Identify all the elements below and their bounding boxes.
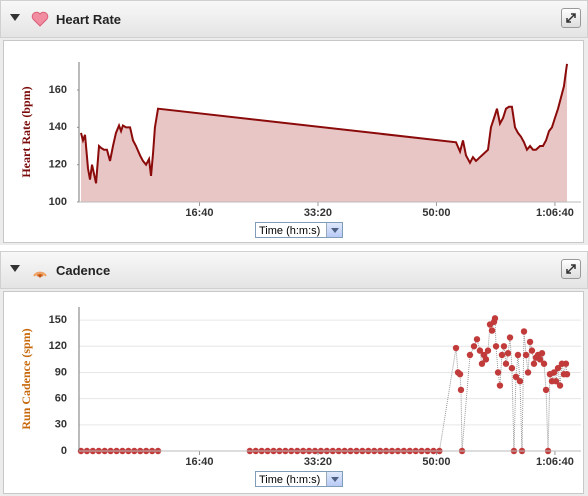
chart: 100 120 140 160 16:40 33:20 50:00 1:06:40 Heart … — [19, 62, 581, 219]
x-tick-label: 50:00 — [422, 456, 450, 468]
area-fill — [81, 63, 568, 202]
x-tick-label: 1:06:40 — [536, 456, 574, 468]
point — [482, 356, 490, 363]
expand-button[interactable] — [561, 259, 581, 279]
point — [512, 373, 520, 381]
cadence-panel: Cadence 0 30 60 90 120 150 16:40 33:20 50:00 1:06… — [0, 251, 588, 496]
x-tick-label: 1:06:40 — [536, 207, 574, 219]
selector-text: Time (h:m:s) — [259, 474, 321, 486]
x-axis-selector[interactable]: Time (h:m:s) — [255, 471, 343, 487]
heart-rate-panel: Heart Rate 100 120 140 160 16:40 33:20 50:00 1:… — [0, 0, 588, 245]
point — [494, 369, 502, 376]
x-axis-selector[interactable]: Time (h:m:s) — [255, 222, 343, 238]
point — [504, 350, 512, 357]
point — [484, 347, 492, 354]
line — [80, 63, 569, 184]
y-tick-label: 120 — [49, 340, 67, 352]
point — [526, 338, 534, 346]
point — [488, 327, 496, 334]
point — [530, 360, 538, 367]
point — [478, 360, 486, 367]
panel-header: Cadence — [0, 251, 588, 289]
x-tick-label: 33:20 — [304, 207, 332, 219]
point — [522, 351, 530, 359]
panel-header: Heart Rate — [0, 0, 588, 38]
y-tick-label: 60 — [55, 393, 67, 405]
point — [536, 356, 544, 363]
point — [476, 347, 484, 354]
y-tick-label: 150 — [49, 314, 67, 326]
y-axis-label: Heart Rate (bpm) — [19, 86, 33, 177]
y-tick-label: 140 — [49, 121, 67, 133]
x-tick-label: 50:00 — [422, 207, 450, 219]
point — [466, 351, 474, 359]
point — [552, 377, 560, 385]
point — [452, 344, 460, 352]
point — [556, 382, 564, 389]
x-tick-label: 16:40 — [185, 456, 213, 468]
point — [516, 377, 524, 385]
point — [473, 336, 481, 343]
point — [496, 382, 504, 389]
point — [500, 343, 508, 350]
collapse-toggle[interactable] — [10, 14, 20, 21]
point — [492, 343, 500, 350]
y-tick-label: 120 — [49, 159, 67, 171]
y-tick-label: 90 — [55, 366, 67, 378]
point — [528, 347, 536, 354]
y-tick-label: 30 — [55, 419, 67, 431]
point — [540, 360, 548, 367]
point — [550, 369, 558, 376]
expand-button[interactable] — [561, 8, 581, 28]
selector-text: Time (h:m:s) — [259, 225, 321, 237]
connector — [81, 318, 568, 452]
y-tick-label: 160 — [49, 84, 67, 96]
x-tick-label: 33:20 — [304, 456, 332, 468]
point — [502, 360, 510, 367]
point — [457, 386, 465, 394]
panel-title: Cadence — [56, 263, 111, 278]
x-tick-label: 16:40 — [185, 207, 213, 219]
point — [554, 364, 562, 372]
panel-title: Heart Rate — [56, 12, 122, 27]
point — [514, 351, 522, 359]
cadence-icon — [33, 271, 47, 278]
collapse-toggle[interactable] — [10, 265, 20, 272]
point — [562, 360, 570, 367]
point — [470, 343, 478, 350]
point — [563, 371, 571, 378]
point — [491, 315, 499, 322]
chart: 0 30 60 90 120 150 16:40 33:20 50:00 1:06:40 Run C… — [19, 307, 581, 468]
y-tick-label: 100 — [49, 196, 67, 208]
y-axis-label: Run Cadence (spm) — [19, 328, 33, 429]
point — [524, 369, 532, 376]
point — [498, 351, 506, 359]
heart-icon — [31, 11, 49, 27]
point — [508, 364, 516, 372]
y-tick-label: 0 — [61, 445, 67, 457]
point — [520, 328, 528, 335]
point — [538, 350, 546, 357]
point — [542, 386, 550, 394]
point — [506, 334, 514, 341]
point — [456, 371, 464, 378]
